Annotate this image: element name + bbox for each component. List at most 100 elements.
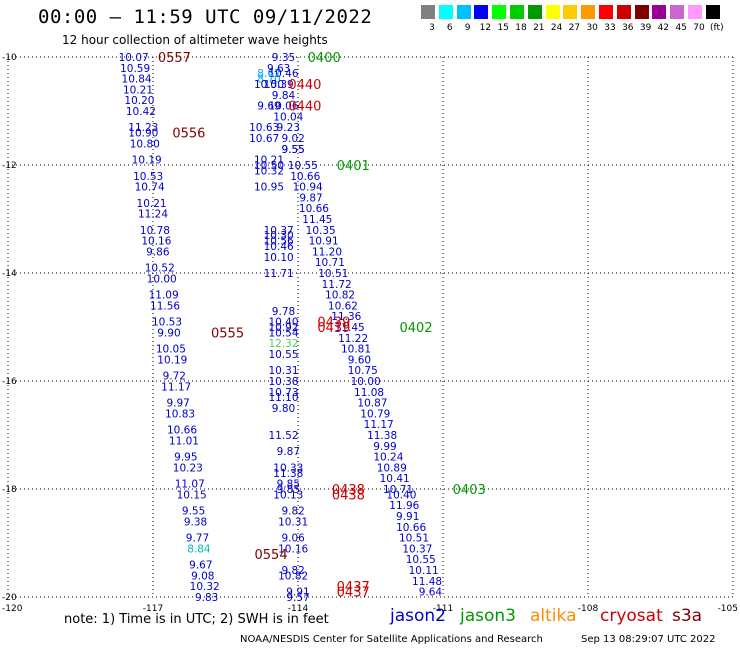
wave-height-value: 11.48 bbox=[412, 576, 442, 588]
lon-tick-label: -114 bbox=[288, 604, 309, 614]
color-swatch bbox=[474, 5, 489, 19]
wave-height-value: 10.15 bbox=[177, 489, 207, 501]
wave-height-value: 11.56 bbox=[150, 300, 180, 312]
legend-s3a: s3a bbox=[672, 606, 703, 626]
wave-height-value: 10.16 bbox=[278, 543, 308, 555]
lat-lon-grid bbox=[7, 56, 734, 598]
wave-height-value: 10.33 bbox=[273, 462, 303, 474]
wave-height-value: 10.13 bbox=[273, 489, 303, 501]
wave-height-value: 9.84 bbox=[272, 90, 296, 102]
lat-tick-label: -20 bbox=[2, 593, 17, 603]
pass-time-label: 0402 bbox=[400, 321, 433, 336]
wave-height-value: 9.86 bbox=[146, 246, 170, 258]
color-swatch bbox=[456, 5, 471, 19]
color-swatch bbox=[492, 5, 507, 19]
legend-jason2: jason2 bbox=[390, 606, 446, 626]
wave-height-value: 10.92 bbox=[268, 322, 298, 334]
units-note: note: 1) Time is in UTC; 2) SWH is in fe… bbox=[64, 612, 329, 627]
color-swatch bbox=[563, 5, 578, 19]
wave-height-value: 10.66 bbox=[167, 425, 197, 437]
lat-tick-label: -12 bbox=[2, 161, 17, 171]
wave-height-value: 10.00 bbox=[147, 273, 177, 285]
generated-timestamp: Sep 13 08:29:07 UTC 2022 bbox=[581, 634, 716, 645]
wave-height-value: 10.80 bbox=[130, 138, 160, 150]
wave-height-value: 10.75 bbox=[348, 365, 378, 377]
wave-height-value: 9.91 bbox=[286, 587, 309, 599]
color-scale-label: 9 bbox=[464, 23, 471, 33]
wave-height-value: 10.19 bbox=[157, 354, 187, 366]
pass-time-labels: 0557 0556 0555 0554 0400 0401 0402 0403 0440 0440… bbox=[158, 51, 486, 601]
color-swatch bbox=[581, 5, 596, 19]
wave-height-value: 11.45 bbox=[335, 322, 365, 334]
wave-height-value: 11.71 bbox=[264, 268, 294, 280]
map-subtitle: 12 hour collection of altimeter wave hei… bbox=[62, 33, 328, 47]
color-swatch bbox=[705, 5, 720, 19]
wave-height-value: 11.01 bbox=[169, 435, 199, 447]
wave-height-value: 11.23 bbox=[128, 122, 158, 134]
wave-height-value: 10.73 bbox=[268, 387, 298, 399]
wave-height-value: 10.67 bbox=[249, 133, 279, 145]
legend-cryosat: cryosat bbox=[600, 606, 663, 626]
wave-height-value: 9.23 bbox=[277, 122, 300, 134]
lon-tick-label: -111 bbox=[433, 604, 453, 614]
wave-height-value: 10.41 bbox=[380, 473, 410, 485]
wave-height-value: 10.63 bbox=[249, 122, 279, 134]
color-scale-label: 70 bbox=[693, 23, 705, 33]
wave-height-value: 11.36 bbox=[331, 311, 361, 323]
wave-height-value: 11.10 bbox=[268, 392, 298, 404]
pass-time-label: 0401 bbox=[337, 159, 370, 174]
wave-height-value: 10.51 bbox=[399, 533, 429, 545]
wave-height-value: 9.08 bbox=[191, 570, 214, 582]
wave-height-value: 10.21 bbox=[254, 155, 284, 167]
pass-time-label: 0438 bbox=[332, 488, 365, 503]
color-swatch bbox=[616, 5, 631, 19]
wave-height-value: 10.11 bbox=[409, 565, 439, 577]
wave-height-value: 8.70 bbox=[257, 74, 280, 86]
wave-height-value: 10.84 bbox=[122, 74, 152, 86]
wave-height-value: 10.50 bbox=[254, 160, 284, 172]
color-scale-label: 18 bbox=[515, 23, 527, 33]
wave-height-value: 11.24 bbox=[138, 209, 168, 221]
wave-height-value: 11.45 bbox=[302, 214, 332, 226]
wave-height-value: 9.69 bbox=[257, 101, 280, 113]
wave-height-value: 8.67 bbox=[257, 68, 280, 80]
wave-height-value: 11.07 bbox=[175, 479, 205, 491]
wave-height-value: 10.53 bbox=[152, 317, 182, 329]
wave-height-value: 9.55 bbox=[281, 144, 304, 156]
wave-height-value: 10.55 bbox=[406, 554, 436, 566]
wave-height-value: 10.62 bbox=[328, 300, 358, 312]
pass-time-label: 0555 bbox=[211, 326, 244, 341]
wave-height-value: 9.82 bbox=[281, 506, 304, 518]
pass-time-label: 0438 bbox=[332, 483, 365, 498]
pass-time-label: 0403 bbox=[453, 483, 486, 498]
wave-height-value: 10.74 bbox=[135, 182, 165, 194]
wave-height-value: 10.56 bbox=[264, 236, 294, 248]
wave-height-value: 9.38 bbox=[184, 516, 207, 528]
wave-height-value: 9.85 bbox=[277, 484, 300, 496]
color-swatch bbox=[652, 5, 667, 19]
wave-height-value: 10.79 bbox=[360, 408, 390, 420]
wave-height-value: 10.40 bbox=[386, 489, 416, 501]
wave-height-value: 11.72 bbox=[322, 279, 352, 291]
wave-height-value: 9.85 bbox=[277, 479, 300, 491]
wave-height-value: 11.17 bbox=[364, 419, 394, 431]
wave-height-value: 9.95 bbox=[174, 452, 197, 464]
color-scale-label: 3 bbox=[429, 23, 435, 33]
wave-height-value: 11.08 bbox=[354, 387, 384, 399]
wave-height-value: 10.89 bbox=[377, 462, 407, 474]
color-scale-label: 33 bbox=[604, 23, 616, 33]
wave-height-value: 10.07 bbox=[119, 52, 149, 64]
wave-height-value: 10.91 bbox=[309, 236, 339, 248]
color-swatch bbox=[599, 5, 613, 19]
axis-tick-labels: -10 -12 -14 -16 -18 -20-120 -117 -114 -111 -108 -1… bbox=[2, 53, 738, 614]
wave-height-value: 10.55 bbox=[268, 349, 298, 361]
color-scale-label: (ft) bbox=[710, 23, 724, 33]
color-scale-label: 24 bbox=[550, 23, 563, 33]
wave-height-value: 10.20 bbox=[124, 95, 154, 107]
wave-height-value: 11.20 bbox=[312, 246, 342, 258]
map-title: 00:00 – 11:59 UTC 09/11/2022 bbox=[38, 6, 373, 28]
credit-line: NOAA/NESDIS Center for Satellite Applica… bbox=[240, 634, 543, 645]
wave-height-value: 10.35 bbox=[306, 225, 336, 237]
wave-height-value: 10.30 bbox=[264, 230, 294, 242]
